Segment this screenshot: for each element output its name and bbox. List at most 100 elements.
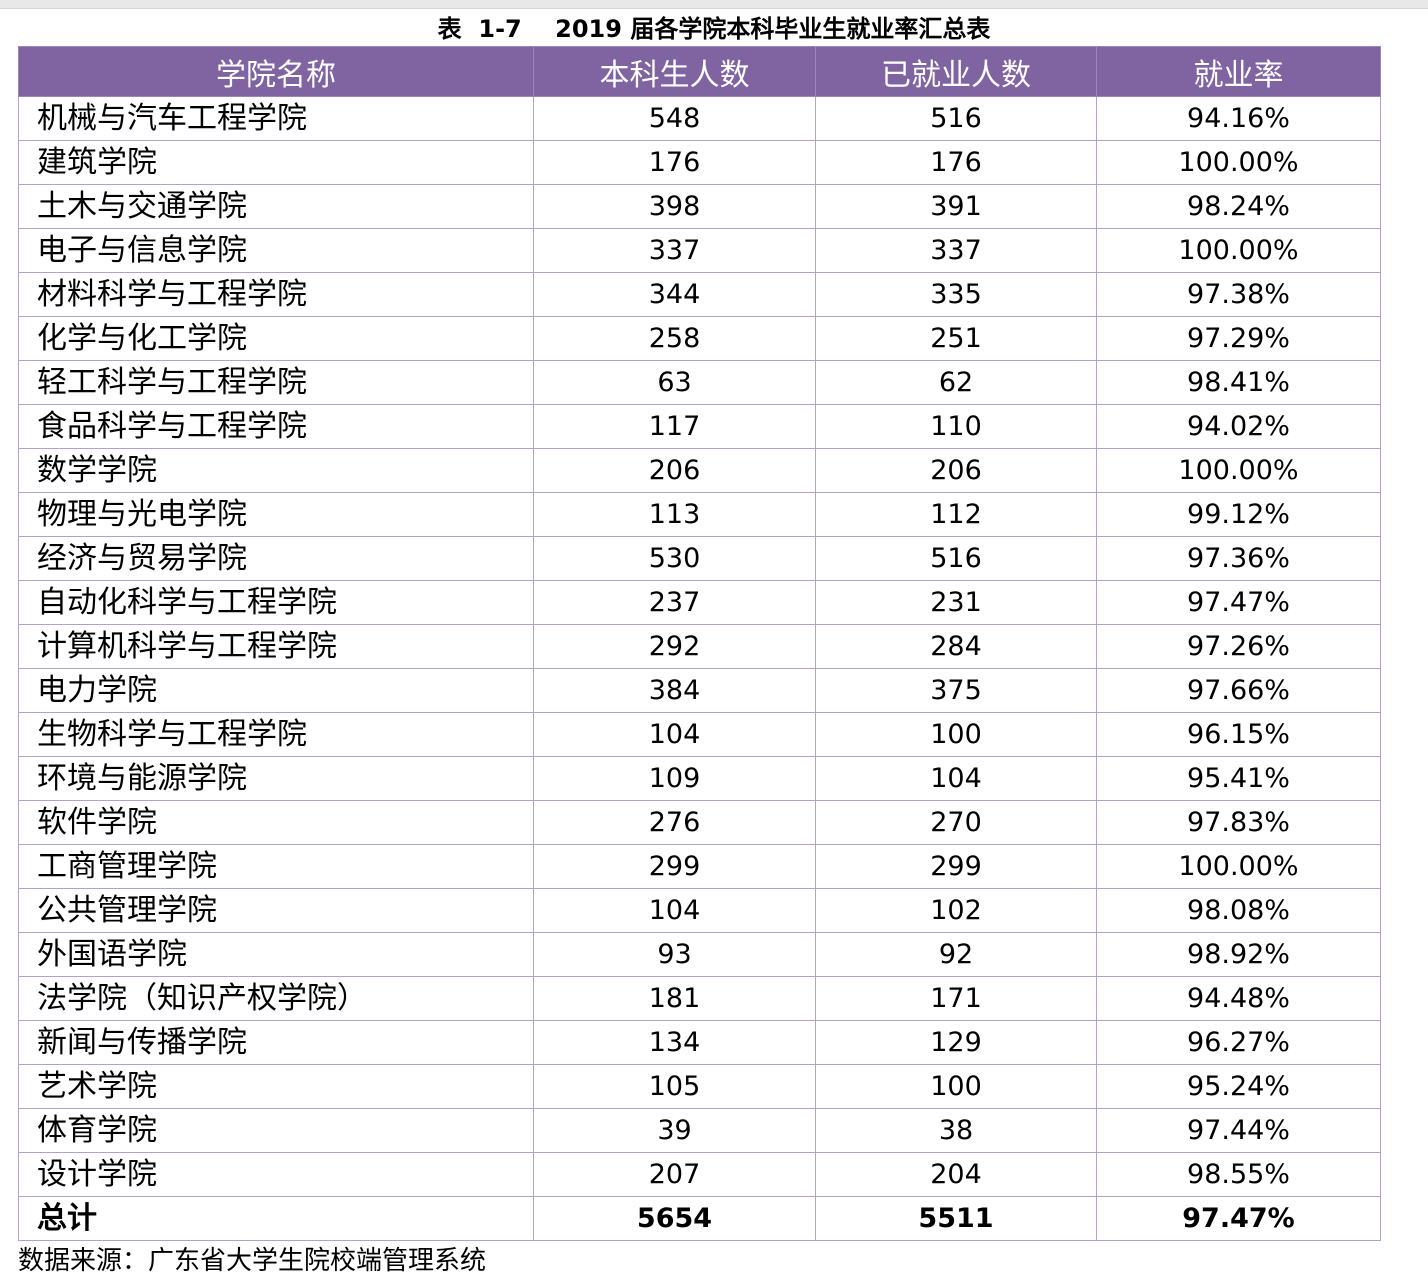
table-row: 工商管理学院 299 299 100.00% xyxy=(18,844,1381,889)
undergrad-count-cell: 134 xyxy=(533,1020,816,1065)
undergrad-count-cell: 299 xyxy=(533,844,816,889)
undergrad-count-cell: 344 xyxy=(533,272,816,317)
college-name-cell: 自动化科学与工程学院 xyxy=(18,580,534,625)
undergrad-count-cell: 207 xyxy=(533,1152,816,1197)
college-name-cell: 机械与汽车工程学院 xyxy=(18,96,534,141)
college-name-cell: 艺术学院 xyxy=(18,1064,534,1109)
college-name-cell: 法学院（知识产权学院） xyxy=(18,976,534,1021)
college-name-cell: 化学与化工学院 xyxy=(18,316,534,361)
total-row: 总计 5654 5511 97.47% xyxy=(18,1196,1381,1241)
employed-count-cell: 337 xyxy=(815,228,1097,273)
table-row: 生物科学与工程学院 104 100 96.15% xyxy=(18,712,1381,757)
undergrad-count-cell: 176 xyxy=(533,140,816,185)
college-name-cell: 轻工科学与工程学院 xyxy=(18,360,534,405)
employed-count-cell: 104 xyxy=(815,756,1097,801)
employed-count-cell: 92 xyxy=(815,932,1097,977)
header-college-name: 学院名称 xyxy=(18,46,534,97)
table-row: 食品科学与工程学院 117 110 94.02% xyxy=(18,404,1381,449)
employed-count-cell: 206 xyxy=(815,448,1097,493)
employment-rate-cell: 100.00% xyxy=(1096,844,1381,889)
table-row: 机械与汽车工程学院 548 516 94.16% xyxy=(18,96,1381,141)
employment-rate-cell: 98.41% xyxy=(1096,360,1381,405)
header-undergrad-count: 本科生人数 xyxy=(533,46,816,97)
employment-table: 学院名称 本科生人数 已就业人数 就业率 机械与汽车工程学院 548 516 94.1… xyxy=(18,46,1381,1241)
table-row: 计算机科学与工程学院 292 284 97.26% xyxy=(18,624,1381,669)
employed-count-cell: 516 xyxy=(815,536,1097,581)
undergrad-count-cell: 292 xyxy=(533,624,816,669)
undergrad-count-cell: 398 xyxy=(533,184,816,229)
college-name-cell: 计算机科学与工程学院 xyxy=(18,624,534,669)
college-name-cell: 电力学院 xyxy=(18,668,534,713)
undergrad-count-cell: 276 xyxy=(533,800,816,845)
table-row: 公共管理学院 104 102 98.08% xyxy=(18,888,1381,933)
employed-count-cell: 129 xyxy=(815,1020,1097,1065)
employed-count-cell: 100 xyxy=(815,1064,1097,1109)
table-row: 数学学院 206 206 100.00% xyxy=(18,448,1381,493)
table-row: 自动化科学与工程学院 237 231 97.47% xyxy=(18,580,1381,625)
employment-rate-cell: 95.24% xyxy=(1096,1064,1381,1109)
employment-rate-cell: 98.55% xyxy=(1096,1152,1381,1197)
employment-rate-cell: 97.83% xyxy=(1096,800,1381,845)
employment-rate-cell: 97.66% xyxy=(1096,668,1381,713)
employment-rate-cell: 99.12% xyxy=(1096,492,1381,537)
table-row: 建筑学院 176 176 100.00% xyxy=(18,140,1381,185)
table-row: 新闻与传播学院 134 129 96.27% xyxy=(18,1020,1381,1065)
employed-count-cell: 284 xyxy=(815,624,1097,669)
college-name-cell: 外国语学院 xyxy=(18,932,534,977)
undergrad-count-cell: 105 xyxy=(533,1064,816,1109)
college-name-cell: 总计 xyxy=(18,1196,534,1241)
employment-rate-cell: 100.00% xyxy=(1096,448,1381,493)
employment-rate-cell: 100.00% xyxy=(1096,140,1381,185)
employed-count-cell: 204 xyxy=(815,1152,1097,1197)
undergrad-count-cell: 337 xyxy=(533,228,816,273)
employed-count-cell: 5511 xyxy=(815,1196,1097,1241)
employment-rate-cell: 97.47% xyxy=(1096,580,1381,625)
table-row: 材料科学与工程学院 344 335 97.38% xyxy=(18,272,1381,317)
undergrad-count-cell: 39 xyxy=(533,1108,816,1153)
undergrad-count-cell: 530 xyxy=(533,536,816,581)
undergrad-count-cell: 113 xyxy=(533,492,816,537)
undergrad-count-cell: 109 xyxy=(533,756,816,801)
college-name-cell: 食品科学与工程学院 xyxy=(18,404,534,449)
employed-count-cell: 112 xyxy=(815,492,1097,537)
employed-count-cell: 171 xyxy=(815,976,1097,1021)
employed-count-cell: 270 xyxy=(815,800,1097,845)
employment-rate-cell: 94.48% xyxy=(1096,976,1381,1021)
employed-count-cell: 251 xyxy=(815,316,1097,361)
employed-count-cell: 38 xyxy=(815,1108,1097,1153)
employment-rate-cell: 97.47% xyxy=(1096,1196,1381,1241)
employment-rate-cell: 97.36% xyxy=(1096,536,1381,581)
undergrad-count-cell: 63 xyxy=(533,360,816,405)
table-row: 电力学院 384 375 97.66% xyxy=(18,668,1381,713)
undergrad-count-cell: 384 xyxy=(533,668,816,713)
undergrad-count-cell: 237 xyxy=(533,580,816,625)
undergrad-count-cell: 258 xyxy=(533,316,816,361)
employed-count-cell: 391 xyxy=(815,184,1097,229)
college-name-cell: 生物科学与工程学院 xyxy=(18,712,534,757)
college-name-cell: 建筑学院 xyxy=(18,140,534,185)
employed-count-cell: 375 xyxy=(815,668,1097,713)
employment-rate-cell: 96.15% xyxy=(1096,712,1381,757)
employed-count-cell: 102 xyxy=(815,888,1097,933)
employment-rate-cell: 97.44% xyxy=(1096,1108,1381,1153)
table-row: 环境与能源学院 109 104 95.41% xyxy=(18,756,1381,801)
header-employed-count: 已就业人数 xyxy=(815,46,1097,97)
employment-rate-cell: 100.00% xyxy=(1096,228,1381,273)
college-name-cell: 土木与交通学院 xyxy=(18,184,534,229)
employment-rate-cell: 96.27% xyxy=(1096,1020,1381,1065)
table-row: 设计学院 207 204 98.55% xyxy=(18,1152,1381,1197)
employed-count-cell: 110 xyxy=(815,404,1097,449)
table-row: 艺术学院 105 100 95.24% xyxy=(18,1064,1381,1109)
college-name-cell: 经济与贸易学院 xyxy=(18,536,534,581)
college-name-cell: 数学学院 xyxy=(18,448,534,493)
table-row: 经济与贸易学院 530 516 97.36% xyxy=(18,536,1381,581)
undergrad-count-cell: 5654 xyxy=(533,1196,816,1241)
employed-count-cell: 62 xyxy=(815,360,1097,405)
employment-rate-cell: 94.02% xyxy=(1096,404,1381,449)
college-name-cell: 设计学院 xyxy=(18,1152,534,1197)
table-row: 化学与化工学院 258 251 97.29% xyxy=(18,316,1381,361)
college-name-cell: 环境与能源学院 xyxy=(18,756,534,801)
table-row: 体育学院 39 38 97.44% xyxy=(18,1108,1381,1153)
employment-rate-cell: 95.41% xyxy=(1096,756,1381,801)
employment-rate-cell: 98.08% xyxy=(1096,888,1381,933)
